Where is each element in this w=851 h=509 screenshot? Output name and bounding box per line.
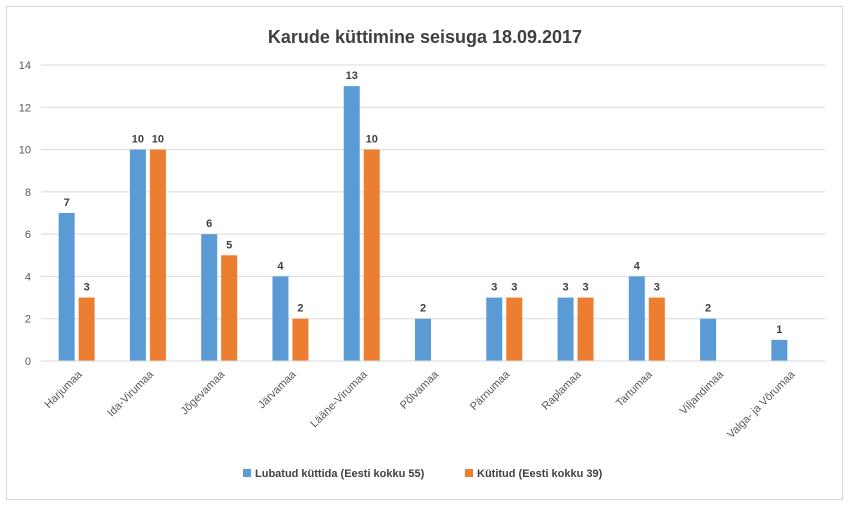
- x-axis: Harjumaa Ida-Virumaa Jõgevamaa Järvamaa Lään…: [41, 360, 825, 441]
- y-tick-label: 2: [25, 314, 31, 326]
- x-tick-label: Jõgevamaa: [179, 368, 228, 417]
- data-label: 4: [634, 260, 641, 272]
- x-tick-label: Lääne-Virumaa: [308, 368, 370, 430]
- data-label: 3: [511, 282, 517, 294]
- x-tick-label: Viljandimaa: [678, 368, 727, 417]
- y-tick-label: 6: [25, 229, 31, 241]
- legend-label: Kütitud (Eesti kokku 39): [477, 468, 603, 480]
- data-label: 3: [84, 282, 90, 294]
- legend-label: Lubatud küttida (Eesti kokku 55): [255, 468, 425, 480]
- legend-swatch: [243, 469, 251, 477]
- y-tick-label: 4: [25, 271, 31, 283]
- data-label: 2: [420, 303, 426, 315]
- bar: [272, 276, 289, 361]
- data-label: 10: [132, 134, 144, 146]
- data-label: 2: [705, 303, 711, 315]
- y-tick-label: 0: [25, 356, 31, 368]
- data-label: 3: [582, 282, 588, 294]
- y-tick-label: 14: [19, 60, 31, 72]
- bar: [343, 86, 360, 362]
- chart-title: Karude küttimine seisuga 18.09.2017: [268, 27, 582, 47]
- data-label: 1: [776, 324, 782, 336]
- data-label: 3: [491, 282, 497, 294]
- data-label: 4: [277, 260, 284, 272]
- bar: [648, 297, 665, 361]
- y-axis: 0 2 4 6 8 10 12 14: [19, 60, 31, 368]
- bars: 7 3 10 10 6 5 4 2 13 10 2 3 3 3 3 4 3 2 1: [58, 70, 788, 362]
- x-tick-label: Järvamaa: [256, 368, 299, 411]
- data-label: 10: [366, 134, 378, 146]
- bar: [557, 297, 574, 361]
- bar: [78, 297, 95, 361]
- data-label: 10: [152, 134, 164, 146]
- legend: Lubatud küttida (Eesti kokku 55) Kütitud …: [243, 468, 603, 480]
- y-tick-label: 12: [19, 102, 31, 114]
- bar: [221, 255, 238, 361]
- bar: [628, 276, 645, 361]
- chart-frame: Karude küttimine seisuga 18.09.2017 0 2 4 6…: [6, 6, 843, 500]
- data-label: 7: [64, 197, 70, 209]
- legend-swatch: [465, 469, 473, 477]
- bar: [506, 297, 523, 361]
- bar: [486, 297, 503, 361]
- data-label: 2: [297, 303, 303, 315]
- bar: [363, 149, 380, 361]
- x-tick-label: Põlvamaa: [398, 368, 442, 412]
- bar-chart: Karude küttimine seisuga 18.09.2017 0 2 4 6…: [19, 27, 825, 480]
- bar: [577, 297, 594, 361]
- gridlines: [41, 64, 825, 362]
- data-label: 6: [206, 218, 212, 230]
- bar: [58, 213, 75, 361]
- data-label: 13: [346, 70, 358, 82]
- bar: [149, 149, 166, 361]
- x-tick-label: Tartumaa: [614, 368, 656, 410]
- data-label: 5: [226, 239, 232, 251]
- y-tick-label: 10: [19, 145, 31, 157]
- x-tick-label: Pärnumaa: [468, 368, 513, 413]
- y-tick-label: 8: [25, 187, 31, 199]
- data-label: 3: [562, 282, 568, 294]
- bar: [129, 149, 146, 361]
- bar: [201, 234, 218, 361]
- bar: [292, 318, 309, 361]
- bar: [700, 318, 717, 361]
- x-tick-label: Raplamaa: [540, 368, 585, 413]
- bar: [415, 318, 431, 361]
- bar: [771, 339, 788, 361]
- x-tick-label: Ida-Virumaa: [105, 368, 156, 419]
- x-tick-label: Valga- ja Võrumaa: [725, 368, 798, 441]
- data-label: 3: [654, 282, 660, 294]
- x-tick-label: Harjumaa: [43, 368, 86, 411]
